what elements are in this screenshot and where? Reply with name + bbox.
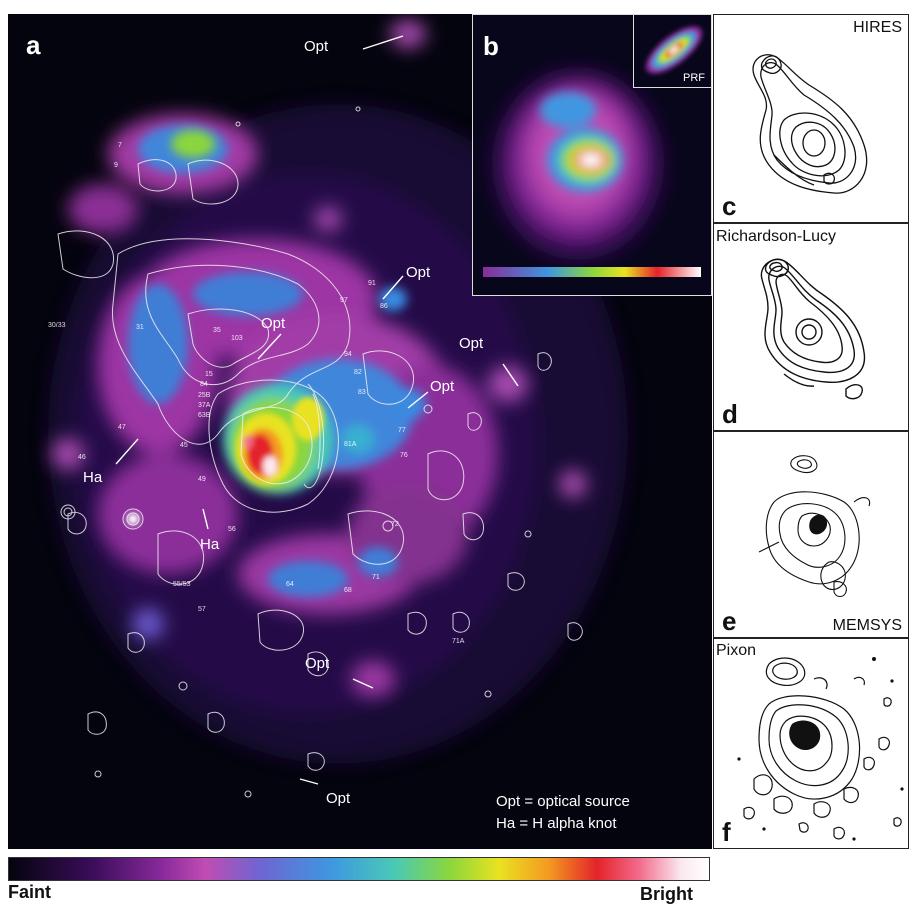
knot-number: 63B — [198, 412, 211, 419]
knot-number: 49 — [198, 476, 206, 483]
opt-label-mid-right: Opt — [430, 378, 455, 395]
knot-number: 56 — [228, 526, 236, 533]
opt-label-right: Opt — [459, 335, 484, 352]
knot-number: 72 — [391, 521, 399, 528]
knot-number: 30/33 — [48, 322, 66, 329]
panel-label-e: e — [722, 606, 737, 636]
pixon-contours — [737, 657, 904, 841]
knot-number: 71A — [452, 638, 465, 645]
prf-inset: PRF — [633, 14, 712, 88]
legend-box: Opt = optical source Ha = H alpha knot — [496, 791, 630, 835]
richardson-lucy-contours — [760, 258, 866, 400]
knot-number: 31 — [136, 324, 144, 331]
opt-label-upper-right: Opt — [406, 264, 431, 281]
knot-number: 83 — [358, 389, 366, 396]
panel-label-d: d — [722, 399, 738, 429]
prf-blob — [645, 26, 703, 74]
panel-title-pixon: Pixon — [716, 642, 757, 659]
knot-number: 97 — [340, 297, 348, 304]
panel-f-pixon: Pixon f — [713, 638, 909, 849]
panel-c-hires: HIRES c — [713, 14, 909, 223]
knot-number: 7 — [118, 142, 122, 149]
knot-number: 9 — [114, 162, 118, 169]
opt-label-lower: Opt — [305, 655, 330, 672]
hires-contours — [752, 54, 868, 194]
panel-b-colorbar — [483, 267, 701, 277]
knot-number: 35 — [213, 327, 221, 334]
knot-number: 25B — [198, 392, 211, 399]
knot-number: 84 — [200, 381, 208, 388]
panel-e-memsys: MEMSYS e — [713, 431, 909, 638]
panel-title-memsys: MEMSYS — [832, 617, 902, 634]
panel-d-richardson-lucy: Richardson-Lucy d — [713, 223, 909, 431]
knot-number: 15 — [205, 371, 213, 378]
knot-number: 64 — [286, 581, 294, 588]
knot-number: 77 — [398, 427, 406, 434]
panel-label-a: a — [26, 30, 41, 60]
ha-label-lower: Ha — [200, 536, 220, 553]
knot-number: 37A — [198, 402, 211, 409]
knot-number: 86 — [380, 303, 388, 310]
knot-number: 57 — [198, 606, 206, 613]
opt-label-bottom: Opt — [326, 790, 351, 807]
knot-number: 71 — [372, 574, 380, 581]
colorbar-label-bright: Bright — [640, 884, 693, 904]
legend-line-opt: Opt = optical source — [496, 793, 630, 810]
knot-number: 68 — [344, 587, 352, 594]
opt-label-top: Opt — [304, 38, 329, 55]
legend-line-ha: Ha = H alpha knot — [496, 815, 617, 832]
colorbar-label-faint: Faint — [8, 882, 51, 902]
knot-number: 55/53 — [173, 581, 191, 588]
memsys-contours — [758, 455, 871, 598]
xray-emission-map — [48, 20, 628, 798]
panel-label-c: c — [722, 191, 737, 221]
knot-number: 82 — [354, 369, 362, 376]
intensity-colorbar — [8, 857, 710, 881]
opt-label-center: Opt — [261, 315, 286, 332]
knot-number: 46 — [78, 454, 86, 461]
knot-number: 76 — [400, 452, 408, 459]
panel-label-b: b — [483, 31, 499, 61]
panel-title-hires: HIRES — [853, 19, 902, 36]
prf-label: PRF — [683, 72, 705, 84]
ha-label-left: Ha — [83, 469, 103, 486]
knot-number: 81A — [344, 441, 357, 448]
knot-number: 103 — [231, 335, 243, 342]
panel-title-richardson-lucy: Richardson-Lucy — [716, 228, 837, 245]
raw-xray-blob — [483, 70, 701, 277]
knot-number: 47 — [118, 424, 126, 431]
knot-number: 45 — [180, 442, 188, 449]
knot-number: 91 — [368, 280, 376, 287]
panel-label-f: f — [722, 817, 731, 847]
knot-number: 94 — [344, 351, 352, 358]
